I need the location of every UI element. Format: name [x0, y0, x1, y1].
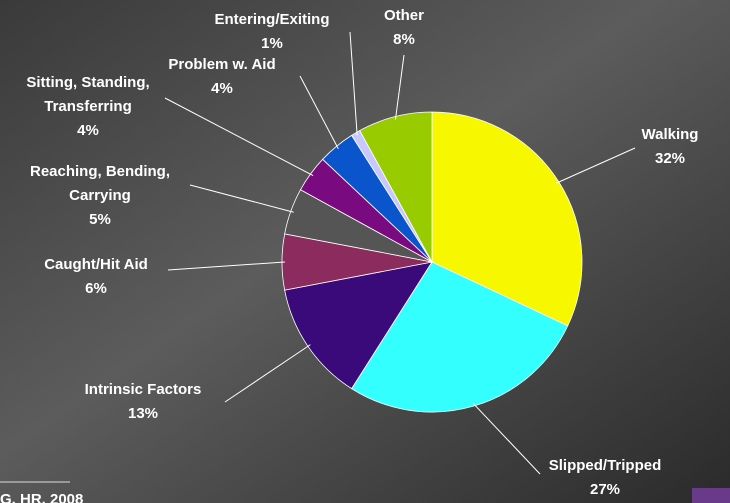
slice-value-label: 1%: [261, 35, 283, 52]
source: G, HR, 2008: [0, 491, 83, 503]
slice-label: Other: [384, 7, 424, 24]
leader-line: [555, 147, 636, 184]
slice-value-label: 27%: [590, 481, 620, 498]
slice-value-label: 6%: [85, 280, 107, 297]
slice-value-label: 4%: [211, 80, 233, 97]
slice-label: Sitting, Standing, Transferring: [26, 74, 149, 115]
slice-label: Problem w. Aid: [168, 56, 275, 73]
slice-value-label: 5%: [89, 211, 111, 228]
slice-value-label: 4%: [77, 122, 99, 139]
slice-value-label: 13%: [128, 405, 158, 422]
leader-line: [472, 402, 541, 475]
slice-value-label: 8%: [393, 31, 415, 48]
slice-label: Reaching, Bending, Carrying: [30, 163, 170, 204]
slice-value-label: 32%: [655, 150, 685, 167]
pie-slice: [359, 111, 433, 263]
leader-line: [299, 75, 339, 149]
leader-line: [349, 31, 358, 136]
slice-label: Walking: [642, 126, 699, 143]
slice-label: Entering/Exiting: [214, 11, 329, 28]
leader-line: [394, 54, 405, 120]
leader-line: [224, 344, 311, 403]
pie-slice: [351, 261, 569, 413]
logo: [692, 488, 730, 503]
leader-line: [164, 97, 314, 177]
leader-line: [167, 261, 286, 271]
slice-label: Slipped/Tripped: [549, 457, 662, 474]
slice-label: Intrinsic Factors: [85, 381, 202, 398]
leader-line: [189, 184, 294, 213]
slice-label: Caught/Hit Aid: [44, 256, 148, 273]
